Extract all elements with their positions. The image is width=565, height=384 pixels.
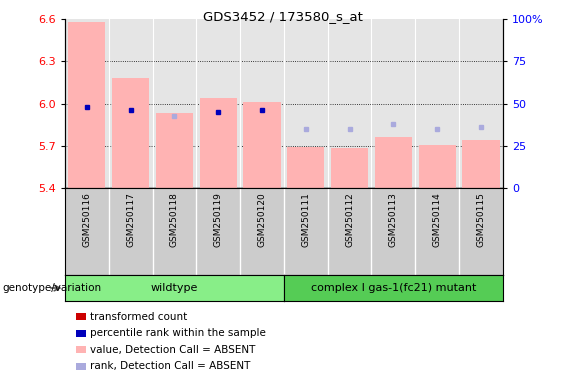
Bar xyxy=(375,137,412,188)
Text: percentile rank within the sample: percentile rank within the sample xyxy=(90,328,266,338)
Text: rank, Detection Call = ABSENT: rank, Detection Call = ABSENT xyxy=(90,361,251,371)
Text: GSM250115: GSM250115 xyxy=(476,192,485,247)
Bar xyxy=(419,144,456,188)
Bar xyxy=(199,98,237,188)
Bar xyxy=(197,19,240,188)
Bar xyxy=(284,19,328,188)
Text: GSM250113: GSM250113 xyxy=(389,192,398,247)
Text: GSM250117: GSM250117 xyxy=(126,192,135,247)
Bar xyxy=(68,22,106,188)
Bar xyxy=(156,113,193,188)
Text: GSM250112: GSM250112 xyxy=(345,192,354,247)
Bar xyxy=(372,19,415,188)
Text: GSM250120: GSM250120 xyxy=(258,192,267,247)
Text: wildtype: wildtype xyxy=(151,283,198,293)
Bar xyxy=(240,19,284,188)
Bar xyxy=(331,148,368,188)
Text: GSM250111: GSM250111 xyxy=(301,192,310,247)
Bar xyxy=(462,140,499,188)
Bar xyxy=(65,19,109,188)
Text: GDS3452 / 173580_s_at: GDS3452 / 173580_s_at xyxy=(203,10,362,23)
Text: GSM250114: GSM250114 xyxy=(433,192,442,247)
Bar xyxy=(108,19,153,188)
Text: complex I gas-1(fc21) mutant: complex I gas-1(fc21) mutant xyxy=(311,283,476,293)
Bar xyxy=(459,19,503,188)
Text: transformed count: transformed count xyxy=(90,312,188,322)
Bar xyxy=(112,78,149,188)
Bar xyxy=(287,147,324,188)
Text: value, Detection Call = ABSENT: value, Detection Call = ABSENT xyxy=(90,345,256,355)
Bar xyxy=(328,19,372,188)
Bar xyxy=(153,19,197,188)
Text: GSM250118: GSM250118 xyxy=(170,192,179,247)
Text: GSM250119: GSM250119 xyxy=(214,192,223,247)
Bar xyxy=(244,102,281,188)
Bar xyxy=(415,19,459,188)
Text: genotype/variation: genotype/variation xyxy=(3,283,102,293)
Text: GSM250116: GSM250116 xyxy=(82,192,92,247)
